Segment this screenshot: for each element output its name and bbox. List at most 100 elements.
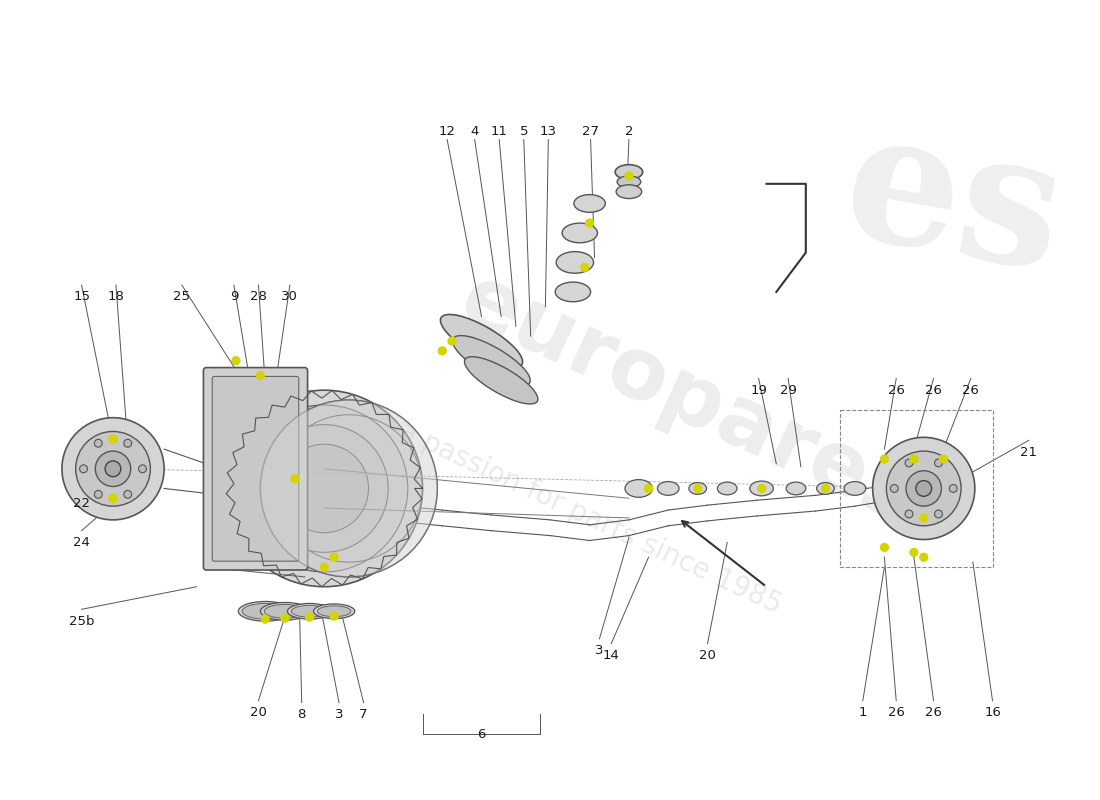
Text: 25: 25 [174,290,190,303]
Text: 8: 8 [297,708,306,721]
Circle shape [95,490,102,498]
Circle shape [448,337,456,345]
Text: 29: 29 [780,384,796,397]
Circle shape [241,405,408,572]
Text: 12: 12 [439,126,455,138]
Ellipse shape [844,482,866,495]
Circle shape [62,418,164,520]
Circle shape [581,263,589,271]
Circle shape [585,219,594,227]
Circle shape [109,494,117,502]
Circle shape [935,510,943,518]
Ellipse shape [557,252,594,274]
Text: 20: 20 [700,649,716,662]
Circle shape [232,357,240,365]
Text: 6: 6 [477,728,486,741]
Circle shape [139,465,146,473]
Text: 26: 26 [925,384,942,397]
Ellipse shape [717,482,737,495]
Circle shape [822,485,829,492]
Text: 1: 1 [859,706,867,719]
Circle shape [910,455,917,463]
Circle shape [262,615,270,623]
Ellipse shape [440,314,522,368]
Ellipse shape [617,176,640,188]
Circle shape [330,612,338,620]
Circle shape [920,514,927,522]
Ellipse shape [292,606,328,617]
Ellipse shape [689,482,706,494]
Ellipse shape [264,605,306,618]
Ellipse shape [750,481,773,496]
Circle shape [320,563,328,571]
Circle shape [256,371,264,379]
Circle shape [920,554,927,561]
Text: 28: 28 [250,290,267,303]
Ellipse shape [261,602,309,620]
Ellipse shape [452,335,530,386]
Circle shape [887,451,961,526]
Text: es: es [832,98,1075,309]
Circle shape [109,435,117,443]
Text: 9: 9 [230,290,238,303]
Circle shape [905,459,913,467]
Circle shape [939,455,947,463]
Circle shape [758,485,766,492]
Ellipse shape [464,357,538,404]
Text: 30: 30 [282,290,298,303]
Text: 11: 11 [491,126,508,138]
Ellipse shape [242,603,288,619]
Circle shape [290,474,299,482]
Circle shape [625,172,632,180]
Text: 20: 20 [250,706,267,719]
Circle shape [910,548,917,556]
Circle shape [124,490,132,498]
Circle shape [96,451,131,486]
Text: 27: 27 [582,126,600,138]
Circle shape [95,439,102,447]
Circle shape [872,438,975,539]
Circle shape [261,425,388,552]
Text: europares: europares [447,258,930,542]
Circle shape [935,459,943,467]
Text: 5: 5 [519,126,528,138]
Ellipse shape [816,482,834,494]
Text: 22: 22 [73,497,90,510]
Ellipse shape [625,479,652,498]
Ellipse shape [562,223,597,242]
Text: 13: 13 [540,126,557,138]
Text: a passion for parts since 1985: a passion for parts since 1985 [394,417,785,619]
Text: 15: 15 [73,290,90,303]
Ellipse shape [261,400,438,577]
Text: 26: 26 [962,384,979,397]
Text: 2: 2 [625,126,634,138]
Circle shape [226,390,422,586]
Text: 19: 19 [750,384,767,397]
Text: 21: 21 [1021,446,1037,458]
Text: 14: 14 [603,649,619,662]
Circle shape [916,481,932,496]
Text: 18: 18 [108,290,124,303]
Text: 24: 24 [73,536,90,549]
Ellipse shape [658,482,679,495]
Circle shape [949,485,957,492]
Text: 7: 7 [360,708,367,721]
Circle shape [76,431,151,506]
Circle shape [106,461,121,477]
Circle shape [906,470,942,506]
Ellipse shape [556,282,591,302]
Text: 26: 26 [925,706,942,719]
Circle shape [438,347,447,354]
Ellipse shape [574,194,605,212]
Circle shape [282,614,289,622]
Circle shape [306,614,313,621]
Ellipse shape [615,165,642,179]
FancyBboxPatch shape [212,377,299,561]
Text: 3: 3 [595,644,604,657]
Ellipse shape [287,603,332,619]
Circle shape [280,444,368,533]
Text: 26: 26 [888,384,904,397]
Ellipse shape [314,604,355,618]
Circle shape [880,543,889,551]
Text: 25b: 25b [69,614,95,628]
